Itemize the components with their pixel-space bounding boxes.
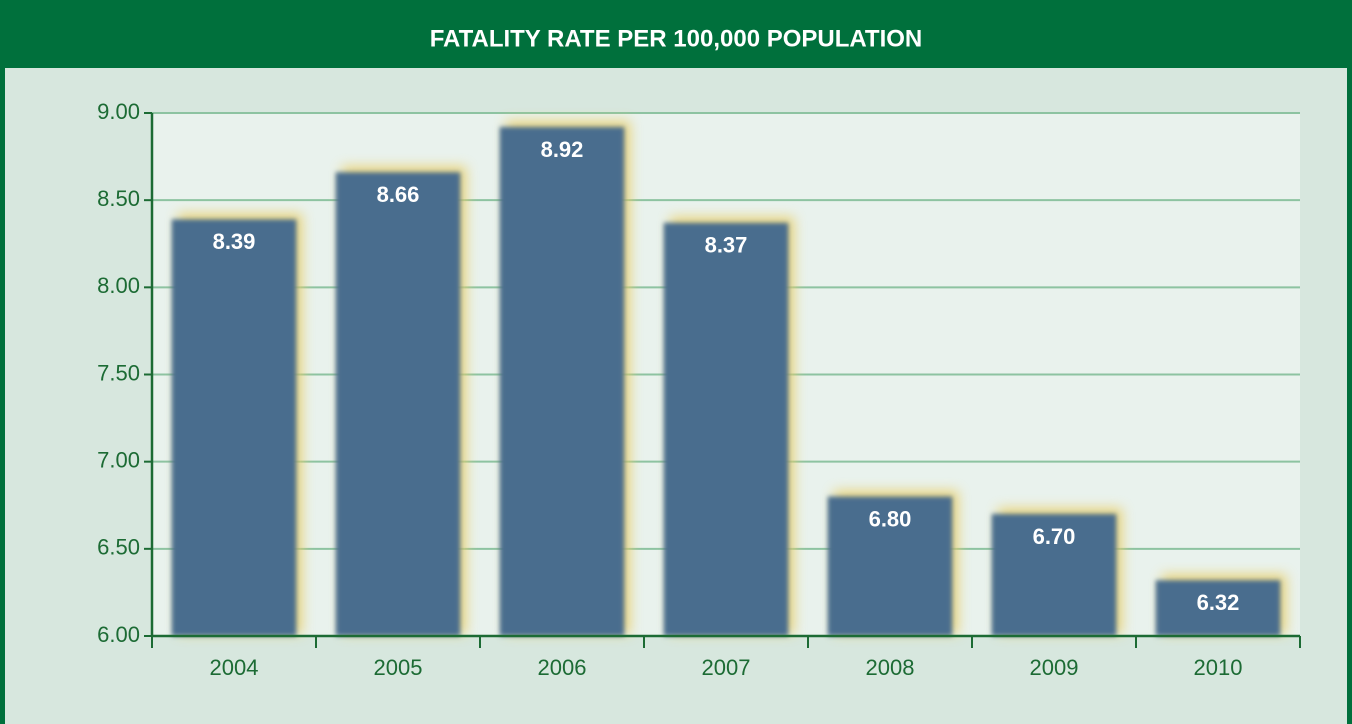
value-label: 8.37 <box>705 233 748 258</box>
value-label: 6.80 <box>869 506 912 531</box>
x-tick-label: 2007 <box>702 655 751 680</box>
y-tick-label: 8.50 <box>97 186 140 211</box>
y-tick-label: 7.50 <box>97 360 140 385</box>
x-tick-label: 2004 <box>210 655 259 680</box>
bar <box>499 126 625 637</box>
bar <box>1155 580 1281 636</box>
value-label: 6.70 <box>1033 524 1076 549</box>
y-tick-label: 6.50 <box>97 535 140 560</box>
x-tick-label: 2009 <box>1030 655 1079 680</box>
y-tick-label: 8.00 <box>97 273 140 298</box>
value-label: 6.32 <box>1197 590 1240 615</box>
x-tick-label: 2008 <box>866 655 915 680</box>
bar <box>663 222 789 636</box>
x-tick-label: 2005 <box>374 655 423 680</box>
y-tick-label: 6.00 <box>97 622 140 647</box>
value-label: 8.39 <box>213 229 256 254</box>
value-label: 8.92 <box>541 137 584 162</box>
value-label: 8.66 <box>377 182 420 207</box>
bar <box>991 513 1117 636</box>
bar <box>171 219 297 637</box>
x-tick-label: 2010 <box>1194 655 1243 680</box>
bar <box>827 496 953 636</box>
bar <box>335 172 461 637</box>
y-tick-label: 7.00 <box>97 447 140 472</box>
x-tick-label: 2006 <box>538 655 587 680</box>
chart-title: FATALITY RATE PER 100,000 POPULATION <box>430 25 923 52</box>
y-tick-label: 9.00 <box>97 99 140 124</box>
